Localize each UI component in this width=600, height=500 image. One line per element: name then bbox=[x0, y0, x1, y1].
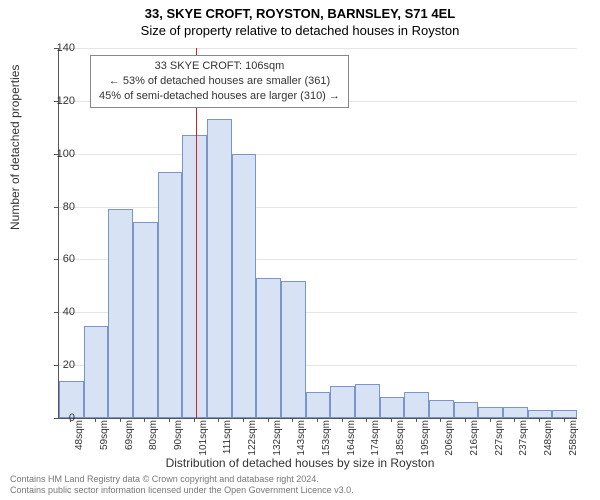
x-tick-label: 132sqm bbox=[272, 420, 283, 460]
x-tick-mark bbox=[440, 418, 441, 422]
y-tick-mark bbox=[54, 101, 58, 102]
x-tick-label: 258sqm bbox=[568, 420, 579, 460]
histogram-bar bbox=[454, 402, 479, 418]
x-tick-label: 195sqm bbox=[420, 420, 431, 460]
histogram-bar bbox=[429, 400, 454, 419]
x-tick-label: 143sqm bbox=[296, 420, 307, 460]
y-tick-label: 40 bbox=[45, 306, 75, 318]
y-tick-label: 140 bbox=[45, 42, 75, 54]
x-tick-mark bbox=[514, 418, 515, 422]
histogram-bar bbox=[207, 119, 232, 418]
x-tick-mark bbox=[243, 418, 244, 422]
footer-attribution: Contains HM Land Registry data © Crown c… bbox=[10, 474, 354, 496]
x-tick-label: 111sqm bbox=[222, 420, 233, 460]
y-tick-mark bbox=[54, 207, 58, 208]
y-tick-mark bbox=[54, 48, 58, 49]
x-tick-mark bbox=[366, 418, 367, 422]
x-tick-mark bbox=[95, 418, 96, 422]
histogram-bar bbox=[380, 397, 405, 418]
annotation-line3: 45% of semi-detached houses are larger (… bbox=[99, 89, 340, 104]
grid-line bbox=[59, 207, 577, 208]
x-tick-mark bbox=[317, 418, 318, 422]
y-tick-mark bbox=[54, 154, 58, 155]
x-tick-mark bbox=[169, 418, 170, 422]
x-tick-mark bbox=[539, 418, 540, 422]
x-tick-label: 101sqm bbox=[198, 420, 209, 460]
x-tick-label: 153sqm bbox=[321, 420, 332, 460]
footer-line1: Contains HM Land Registry data © Crown c… bbox=[10, 474, 354, 485]
x-tick-mark bbox=[194, 418, 195, 422]
grid-line bbox=[59, 48, 577, 49]
x-tick-label: 227sqm bbox=[494, 420, 505, 460]
histogram-bar bbox=[232, 154, 257, 418]
x-tick-mark bbox=[465, 418, 466, 422]
x-tick-label: 164sqm bbox=[346, 420, 357, 460]
chart-container: 33, SKYE CROFT, ROYSTON, BARNSLEY, S71 4… bbox=[0, 0, 600, 500]
x-tick-label: 59sqm bbox=[99, 420, 110, 460]
histogram-bar bbox=[256, 278, 281, 418]
y-tick-label: 80 bbox=[45, 201, 75, 213]
footer-line2: Contains public sector information licen… bbox=[10, 485, 354, 496]
histogram-bar bbox=[552, 410, 577, 418]
y-tick-label: 100 bbox=[45, 148, 75, 160]
x-tick-label: 216sqm bbox=[469, 420, 480, 460]
x-tick-label: 237sqm bbox=[518, 420, 529, 460]
x-tick-mark bbox=[292, 418, 293, 422]
x-tick-label: 248sqm bbox=[543, 420, 554, 460]
y-tick-label: 120 bbox=[45, 95, 75, 107]
chart-title-subtitle: Size of property relative to detached ho… bbox=[0, 21, 600, 38]
x-tick-label: 185sqm bbox=[395, 420, 406, 460]
x-tick-mark bbox=[564, 418, 565, 422]
x-tick-mark bbox=[342, 418, 343, 422]
x-tick-label: 69sqm bbox=[124, 420, 135, 460]
x-tick-mark bbox=[70, 418, 71, 422]
histogram-bar bbox=[404, 392, 429, 418]
histogram-bar bbox=[306, 392, 331, 418]
histogram-bar bbox=[528, 410, 553, 418]
y-axis-label: Number of detached properties bbox=[8, 65, 22, 230]
y-tick-mark bbox=[54, 259, 58, 260]
x-tick-mark bbox=[144, 418, 145, 422]
x-tick-label: 80sqm bbox=[148, 420, 159, 460]
x-tick-mark bbox=[120, 418, 121, 422]
x-tick-label: 174sqm bbox=[370, 420, 381, 460]
histogram-bar bbox=[158, 172, 183, 418]
histogram-bar bbox=[108, 209, 133, 418]
x-tick-label: 122sqm bbox=[247, 420, 258, 460]
x-tick-mark bbox=[218, 418, 219, 422]
histogram-bar bbox=[330, 386, 355, 418]
x-tick-mark bbox=[490, 418, 491, 422]
chart-title-address: 33, SKYE CROFT, ROYSTON, BARNSLEY, S71 4… bbox=[0, 0, 600, 21]
histogram-bar bbox=[84, 326, 109, 419]
histogram-bar bbox=[478, 407, 503, 418]
x-tick-mark bbox=[268, 418, 269, 422]
histogram-bar bbox=[503, 407, 528, 418]
y-tick-label: 60 bbox=[45, 253, 75, 265]
annotation-line1: 33 SKYE CROFT: 106sqm bbox=[99, 59, 340, 74]
y-tick-mark bbox=[54, 418, 58, 419]
annotation-box: 33 SKYE CROFT: 106sqm← 53% of detached h… bbox=[90, 55, 349, 108]
y-tick-mark bbox=[54, 312, 58, 313]
x-tick-mark bbox=[391, 418, 392, 422]
x-tick-mark bbox=[416, 418, 417, 422]
x-tick-label: 90sqm bbox=[173, 420, 184, 460]
x-tick-label: 48sqm bbox=[74, 420, 85, 460]
histogram-bar bbox=[133, 222, 158, 418]
y-tick-label: 20 bbox=[45, 359, 75, 371]
histogram-bar bbox=[182, 135, 207, 418]
annotation-line2: ← 53% of detached houses are smaller (36… bbox=[99, 74, 340, 89]
x-tick-label: 206sqm bbox=[444, 420, 455, 460]
histogram-bar bbox=[281, 281, 306, 418]
y-tick-mark bbox=[54, 365, 58, 366]
histogram-bar bbox=[355, 384, 380, 418]
grid-line bbox=[59, 154, 577, 155]
